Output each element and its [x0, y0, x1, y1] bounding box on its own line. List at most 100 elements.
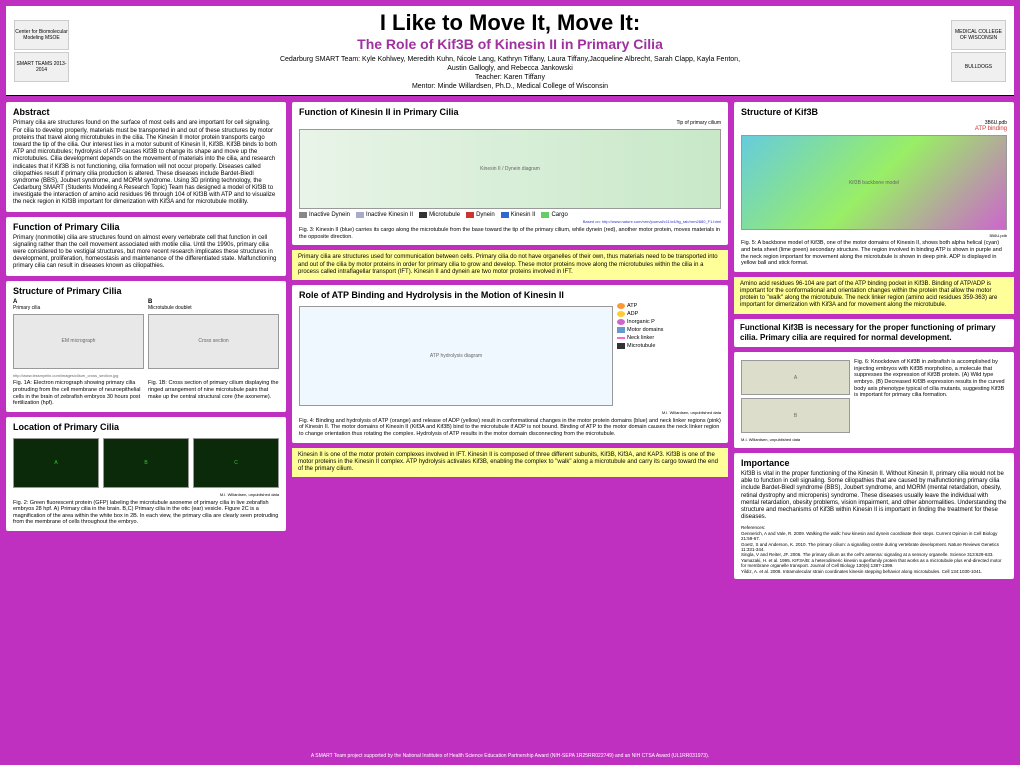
fig1a-caption: Fig. 1A: Electron micrograph showing pri…: [13, 380, 144, 406]
fig4-diagram: ATP hydrolysis diagram: [299, 306, 613, 406]
ref-3: Singla, V and Reiter, JF. 2006. The prim…: [741, 552, 1007, 557]
fig6-cite: M.I. Willardsen, unpublished data: [741, 438, 1007, 443]
header-center: I Like to Move It, Move It: The Role of …: [69, 10, 951, 91]
logos-right: MEDICAL COLLEGE OF WISCONSIN BULLDOGS: [951, 20, 1006, 82]
column-left: Abstract Primary cilia are structures fo…: [6, 102, 286, 750]
abstract-title: Abstract: [13, 107, 279, 117]
fig2-caption: Fig. 2: Green fluorescent protein (GFP) …: [13, 500, 279, 526]
knockdown-box: A B Fig. 6: Knockdown of Kif3B in zebraf…: [734, 352, 1014, 448]
header: Center for Biomolecular Modeling MSOE SM…: [6, 6, 1014, 96]
logo-msoe: Center for Biomolecular Modeling MSOE: [14, 20, 69, 50]
atp-role-box: Role of ATP Binding and Hydrolysis in th…: [292, 285, 728, 443]
structure-primary-cilia-box: Structure of Primary Cilia A Primary cil…: [6, 281, 286, 412]
legend-inactive-kinesin: Inactive Kinesin II: [356, 212, 413, 218]
legend-microtubule: Microtubule: [419, 212, 460, 218]
legend-label: Microtubule: [429, 212, 460, 218]
legend-inorganic-p: Inorganic P: [617, 319, 721, 325]
fig6a-image: A: [741, 360, 850, 395]
legend-label: Kinesin II: [511, 212, 536, 218]
ref-1: Gennerich, A and Vale, R. 2009. Walking …: [741, 531, 1007, 542]
footer: A SMART Team project supported by the Na…: [6, 753, 1014, 759]
poster-subtitle: The Role of Kif3B of Kinesin II in Prima…: [69, 36, 951, 52]
fig4-cite: M.I. Willardsen, unpublished data: [299, 411, 721, 416]
legend-label: Inactive Kinesin II: [366, 212, 413, 218]
fig3-cite: Based on: http://www.nature.com/nrm/jour…: [299, 220, 721, 225]
yellow-box-1: Primary cilia are structures used for co…: [292, 250, 728, 280]
logos-left: Center for Biomolecular Modeling MSOE SM…: [14, 20, 69, 82]
func-primary-text: Primary (nonmotile) cilia are structures…: [13, 235, 279, 271]
legend-adp: ADP: [617, 311, 721, 317]
fig6-caption: Fig. 6: Knockdown of Kif3B in zebrafish …: [854, 359, 1007, 436]
legend-microtubule2: Microtubule: [617, 343, 721, 349]
authors: Cedarburg SMART Team: Kyle Kohlwey, Mere…: [69, 55, 951, 91]
fig1b-sublabel: Microtubule doublet: [148, 305, 279, 311]
fig4-caption: Fig. 4: Binding and hydrolysis of ATP (o…: [299, 418, 721, 438]
columns: Abstract Primary cilia are structures fo…: [6, 102, 1014, 750]
fig4-legend: ATP ADP Inorganic P Motor domains Neck l…: [617, 303, 721, 409]
fig3-diagram: Kinesin II / Dynein diagram: [299, 129, 721, 209]
legend-label: Neck linker: [627, 335, 654, 341]
fig1-captions: Fig. 1A: Electron micrograph showing pri…: [13, 378, 279, 406]
poster: Center for Biomolecular Modeling MSOE SM…: [6, 6, 1014, 759]
emphasis-box: Functional Kif3B is necessary for the pr…: [734, 319, 1014, 348]
location-title: Location of Primary Cilia: [13, 422, 279, 432]
func-primary-title: Function of Primary Cilia: [13, 222, 279, 232]
ref-5: Yildiz, A. et al. 2008. Intramolecular s…: [741, 569, 1007, 574]
fig1a-sublabel: Primary cilia: [13, 305, 144, 311]
fig1a-image: EM micrograph: [13, 314, 144, 369]
logo-bulldogs: BULLDOGS: [951, 52, 1006, 82]
fig5-pdb: 3B6U.pdb: [741, 233, 1007, 238]
legend-label: ADP: [627, 311, 638, 317]
authors-line2: Austin Gallogly, and Rebecca Jankowski: [69, 64, 951, 73]
fig1-row: A Primary cilia EM micrograph B Microtub…: [13, 299, 279, 372]
logo-mcw: MEDICAL COLLEGE OF WISCONSIN: [951, 20, 1006, 50]
legend-atp: ATP: [617, 303, 721, 309]
yellow-box-2: Kinesin II is one of the motor protein c…: [292, 448, 728, 478]
fig2-row: A B C: [13, 435, 279, 491]
legend-kinesin: Kinesin II: [501, 212, 536, 218]
mentor: Mentor: Minde Willardsen, Ph.D., Medical…: [69, 82, 951, 91]
legend-motor-domains: Motor domains: [617, 327, 721, 333]
teacher: Teacher: Karen Tiffany: [69, 73, 951, 82]
column-center: Function of Kinesin II in Primary Cilia …: [292, 102, 728, 750]
legend-label: Microtubule: [627, 343, 655, 349]
column-right: Structure of Kif3B 3B6U.pdb ATP binding …: [734, 102, 1014, 750]
fig3-caption: Fig. 3: Kinesin II (blue) carries its ca…: [299, 227, 721, 240]
tip-label: Tip of primary cilium: [299, 120, 721, 126]
importance-title: Importance: [741, 458, 1007, 468]
atp-role-title: Role of ATP Binding and Hydrolysis in th…: [299, 290, 721, 300]
abstract-text: Primary cilia are structures found on th…: [13, 120, 279, 206]
ref-4: Yamazaki, H. et al. 1995. KIF3A/B: a het…: [741, 558, 1007, 569]
legend-cargo: Cargo: [541, 212, 567, 218]
importance-text: Kif3B is vital in the proper functioning…: [741, 471, 1007, 521]
fig2-cite: M.I. Willardsen, unpublished data: [13, 493, 279, 498]
legend-inactive-dynein: Inactive Dynein: [299, 212, 350, 218]
legend-label: Cargo: [551, 212, 567, 218]
importance-box: Importance Kif3B is vital in the proper …: [734, 453, 1014, 579]
fig2c-image: C: [193, 438, 279, 488]
legend-dynein: Dynein: [466, 212, 495, 218]
struct-primary-title: Structure of Primary Cilia: [13, 286, 279, 296]
ref-2: Goetz, S and Anderson, K. 2010. The prim…: [741, 542, 1007, 553]
fig1b-image: Cross section: [148, 314, 279, 369]
struct-kif3b-title: Structure of Kif3B: [741, 107, 1007, 117]
fig2b-image: B: [103, 438, 189, 488]
references: References: Gennerich, A and Vale, R. 20…: [741, 525, 1007, 574]
fig5-structure: Kif3B backbone model: [741, 135, 1007, 230]
logo-smart: SMART TEAMS 2013-2014: [14, 52, 69, 82]
fig3-legend: Inactive Dynein Inactive Kinesin II Micr…: [299, 212, 721, 218]
fig5-caption: Fig. 5: A backbone model of Kif3B, one o…: [741, 240, 1007, 266]
authors-line1: Cedarburg SMART Team: Kyle Kohlwey, Mere…: [69, 55, 951, 64]
poster-title: I Like to Move It, Move It:: [69, 10, 951, 36]
fig6b-image: B: [741, 398, 850, 433]
legend-neck-linker: Neck linker: [617, 335, 721, 341]
structure-kif3b-box: Structure of Kif3B 3B6U.pdb ATP binding …: [734, 102, 1014, 271]
yellow-box-3: Amino acid residues 96-104 are part of t…: [734, 277, 1014, 314]
legend-label: Motor domains: [627, 327, 663, 333]
fig2a-image: A: [13, 438, 99, 488]
legend-label: Dynein: [476, 212, 495, 218]
abstract-box: Abstract Primary cilia are structures fo…: [6, 102, 286, 211]
legend-label: ATP: [627, 303, 637, 309]
atp-binding-label: ATP binding: [741, 126, 1007, 132]
function-kinesin-box: Function of Kinesin II in Primary Cilia …: [292, 102, 728, 245]
